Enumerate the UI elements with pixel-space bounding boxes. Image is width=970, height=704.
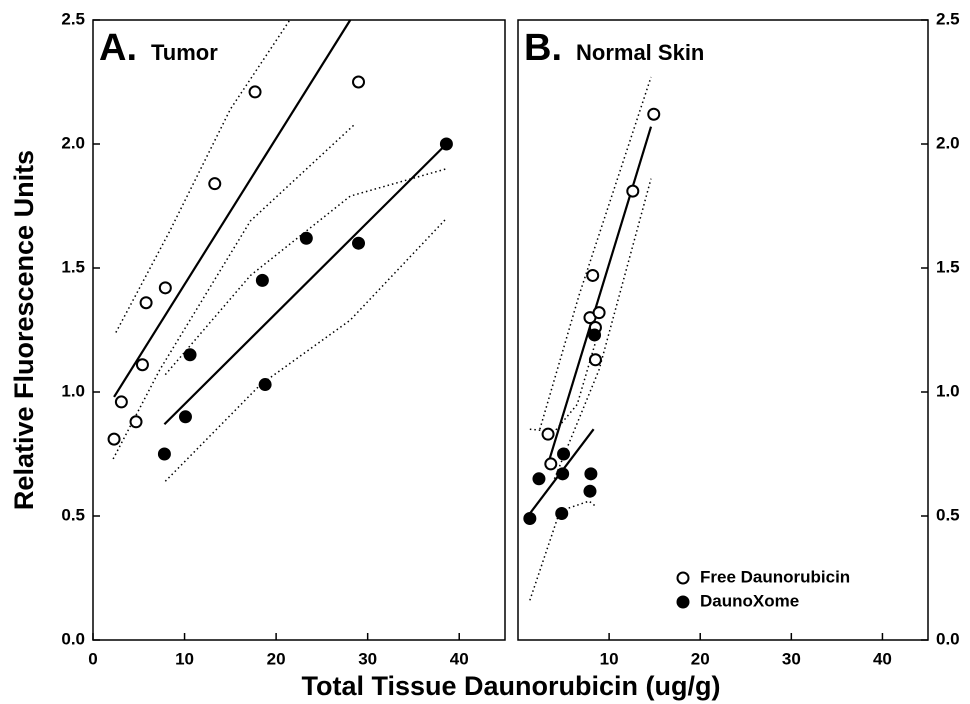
data-point	[158, 281, 172, 295]
x-tick-label: 40	[873, 649, 892, 668]
y-tick-label: 0.0	[936, 629, 960, 648]
regression-line	[547, 126, 653, 465]
data-point	[258, 378, 272, 392]
data-point	[544, 457, 558, 471]
x-tick-label: 40	[450, 649, 469, 668]
data-point	[352, 75, 366, 89]
data-point	[439, 137, 453, 151]
x-tick-label: 30	[782, 649, 801, 668]
panel: 10 20 30 40 0.0 0.5 1.0 1.5 2.0 2.5 B. Normal Skin F…	[517, 9, 960, 668]
x-tick-label: 20	[691, 649, 710, 668]
data-point	[532, 472, 546, 486]
data-point	[114, 395, 128, 409]
data-point	[135, 358, 149, 372]
y-tick-label: 1.5	[61, 257, 85, 276]
data-point	[583, 484, 597, 498]
data-point	[647, 107, 661, 121]
x-tick-label: 10	[175, 649, 194, 668]
y-tick-label: 2.0	[61, 133, 85, 152]
confidence-band-upper	[164, 168, 447, 376]
data-point	[157, 447, 171, 461]
data-point	[592, 306, 606, 320]
data-point	[178, 410, 192, 424]
x-tick-label: 10	[600, 649, 619, 668]
x-axis-title: Total Tissue Daunorubicin (ug/g)	[301, 671, 720, 701]
data-point	[555, 507, 569, 521]
y-tick-label: 1.0	[61, 381, 85, 400]
panel-title: Normal Skin	[576, 40, 704, 65]
data-point	[586, 268, 600, 282]
regression-line	[113, 19, 352, 398]
data-point	[541, 427, 555, 441]
y-axis-title: Relative Fluorescence Units	[9, 150, 39, 510]
panel: 0 10 20 30 40 0.0 0.5 1.0 1.5 2.0 2.5 A. Tumor	[61, 9, 506, 668]
legend-marker	[676, 595, 690, 609]
confidence-band-lower	[553, 178, 652, 480]
data-point	[588, 328, 602, 342]
x-tick-label: 0	[88, 649, 97, 668]
y-tick-label: 2.5	[936, 9, 960, 28]
regression-line	[163, 143, 448, 426]
data-point	[299, 231, 313, 245]
legend-label: DaunoXome	[700, 591, 799, 610]
y-tick-label: 2.5	[61, 9, 85, 28]
y-tick-label: 0.0	[61, 629, 85, 648]
plot-frame	[92, 19, 506, 641]
panel-label: B.	[524, 27, 562, 69]
data-point	[208, 177, 222, 191]
data-point	[626, 184, 640, 198]
confidence-band-lower	[112, 123, 356, 460]
data-point	[255, 273, 269, 287]
data-point	[556, 467, 570, 481]
data-point	[248, 85, 262, 99]
plot-frame	[517, 19, 929, 641]
panel-title: Tumor	[151, 40, 218, 65]
y-tick-label: 2.0	[936, 133, 960, 152]
data-point	[352, 236, 366, 250]
confidence-band-upper	[539, 76, 652, 430]
y-tick-label: 1.5	[936, 257, 960, 276]
legend-label: Free Daunorubicin	[700, 567, 850, 586]
y-tick-label: 1.0	[936, 381, 960, 400]
data-point	[139, 296, 153, 310]
data-point	[107, 432, 121, 446]
data-point	[557, 447, 571, 461]
x-tick-label: 30	[358, 649, 377, 668]
legend-marker	[676, 571, 690, 585]
data-point	[584, 467, 598, 481]
data-point	[588, 353, 602, 367]
y-tick-label: 0.5	[61, 505, 85, 524]
panel-label: A.	[99, 27, 137, 69]
data-point	[183, 348, 197, 362]
x-tick-label: 20	[267, 649, 286, 668]
confidence-band-lower	[164, 217, 447, 482]
data-point	[523, 511, 537, 525]
data-point	[129, 415, 143, 429]
y-tick-label: 0.5	[936, 505, 960, 524]
